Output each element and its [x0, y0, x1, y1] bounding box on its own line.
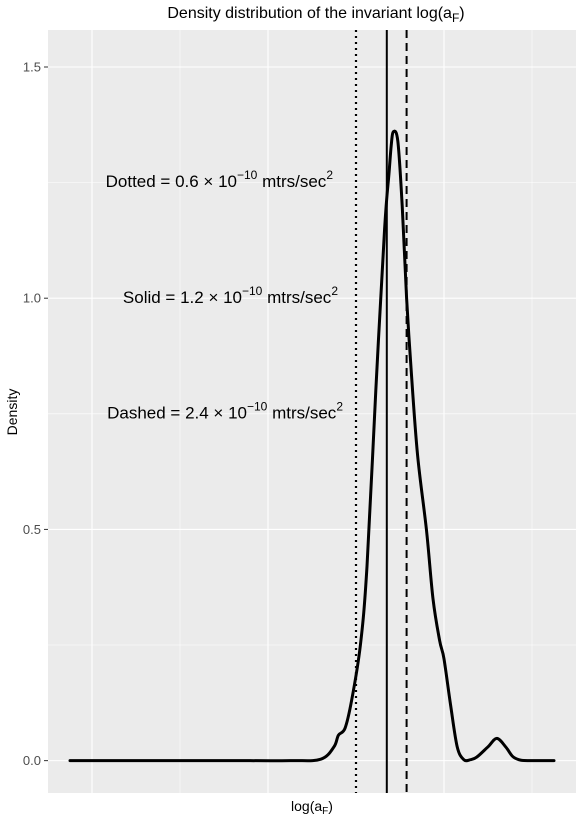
chart-title: Density distribution of the invariant lo…: [167, 5, 464, 25]
y-tick-label: 1.0: [23, 291, 41, 306]
annotation-dotted: Dotted = 0.6 × 10−10 mtrs/sec2: [106, 168, 334, 191]
x-axis-title-close: ): [328, 798, 333, 814]
annotation-text: mtrs/sec: [262, 288, 331, 307]
annotation-superscript: −10: [237, 168, 258, 182]
chart-title-close: ): [459, 5, 464, 22]
annotation-text: mtrs/sec: [257, 172, 326, 191]
chart-title-subscript: F: [452, 11, 459, 25]
x-axis-title-subscript: F: [322, 806, 328, 817]
x-axis-title: log(aF): [291, 798, 333, 817]
y-axis-ticks: 0.0 0.5 1.0 1.5: [23, 59, 48, 768]
chart-title-main: Density distribution of the invariant lo…: [167, 5, 452, 22]
y-tick-label: 0.5: [23, 522, 41, 537]
annotation-solid: Solid = 1.2 × 10−10 mtrs/sec2: [123, 284, 338, 307]
annotation-text: Dashed = 2.4 × 10: [107, 403, 247, 422]
annotation-superscript: 2: [336, 399, 343, 413]
y-tick-label: 1.5: [23, 59, 41, 74]
annotation-text: Solid = 1.2 × 10: [123, 288, 242, 307]
plot-panel: [48, 30, 576, 793]
annotation-superscript: 2: [326, 168, 333, 182]
annotation-text: Dotted = 0.6 × 10: [106, 172, 237, 191]
annotation-superscript: −10: [247, 399, 268, 413]
annotation-superscript: 2: [331, 284, 338, 298]
annotation-superscript: −10: [242, 284, 263, 298]
annotation-text: mtrs/sec: [267, 403, 336, 422]
density-curve: [68, 129, 556, 763]
y-axis-title: Density: [4, 389, 20, 436]
annotation-dashed: Dashed = 2.4 × 10−10 mtrs/sec2: [107, 399, 343, 422]
x-axis-title-main: log(a: [291, 798, 322, 814]
reference-lines: [354, 30, 408, 793]
y-tick-label: 0.0: [23, 753, 41, 768]
